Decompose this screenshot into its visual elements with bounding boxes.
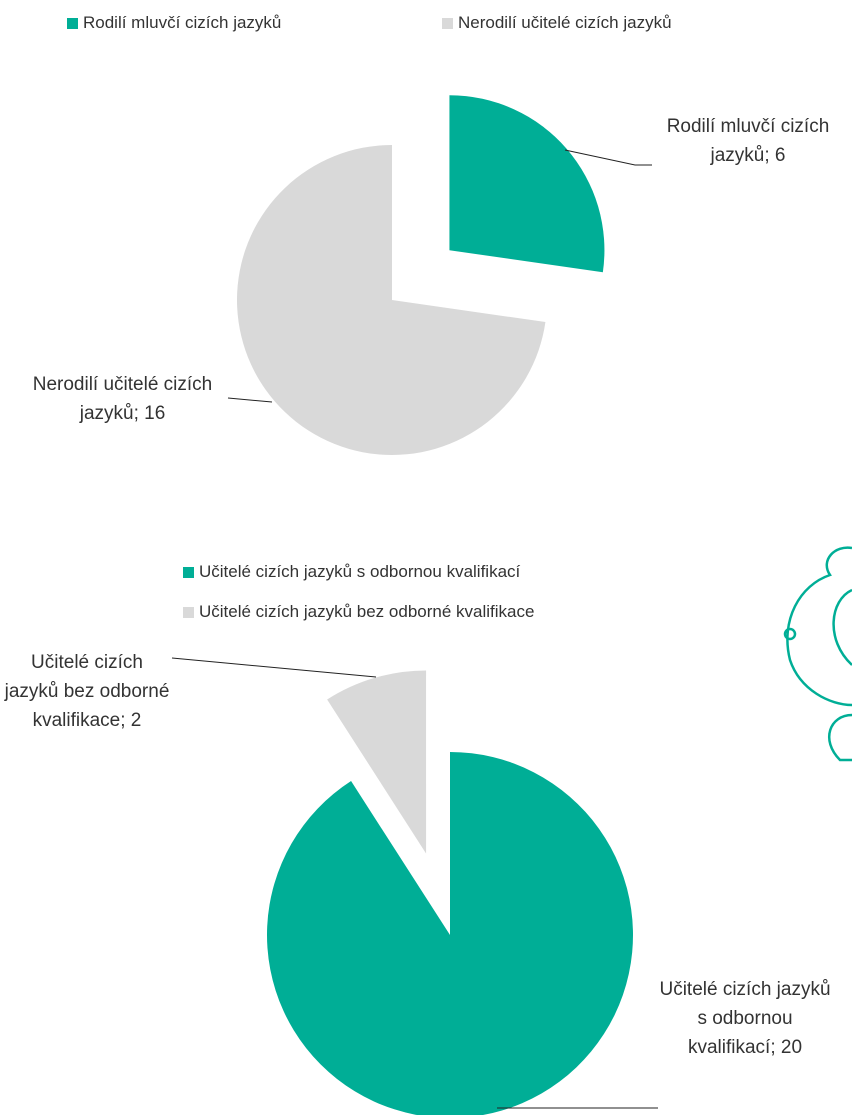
legend-swatch [442, 18, 453, 29]
legend-swatch [183, 567, 194, 578]
pie-slice [267, 752, 633, 1115]
leader-line [565, 150, 652, 165]
data-label: Učitelé cizích jazyků s odbornou kvalifi… [655, 975, 835, 1062]
legend-label: Nerodilí učitelé cizích jazyků [458, 13, 672, 33]
data-label: Nerodilí učitelé cizích jazyků; 16 [5, 370, 240, 428]
page: Rodilí mluvčí cizích jazyků Rodilí mluvčí… [0, 0, 852, 1115]
legend-label: Učitelé cizích jazyků bez odborné kvalif… [199, 602, 534, 622]
legend-swatch [183, 607, 194, 618]
legend-label: Rodilí mluvčí cizích jazyků [83, 13, 281, 33]
legend-label: Učitelé cizích jazyků s odbornou kvalifi… [199, 562, 520, 582]
decoration [785, 548, 852, 760]
legend-swatch [67, 18, 78, 29]
data-label: Rodilí mluvčí cizích jazyků; 6 [648, 112, 848, 170]
data-label: Učitelé cizích jazyků bez odborné kvalif… [2, 648, 172, 735]
leader-line [172, 658, 376, 677]
pie-slice [449, 95, 604, 272]
